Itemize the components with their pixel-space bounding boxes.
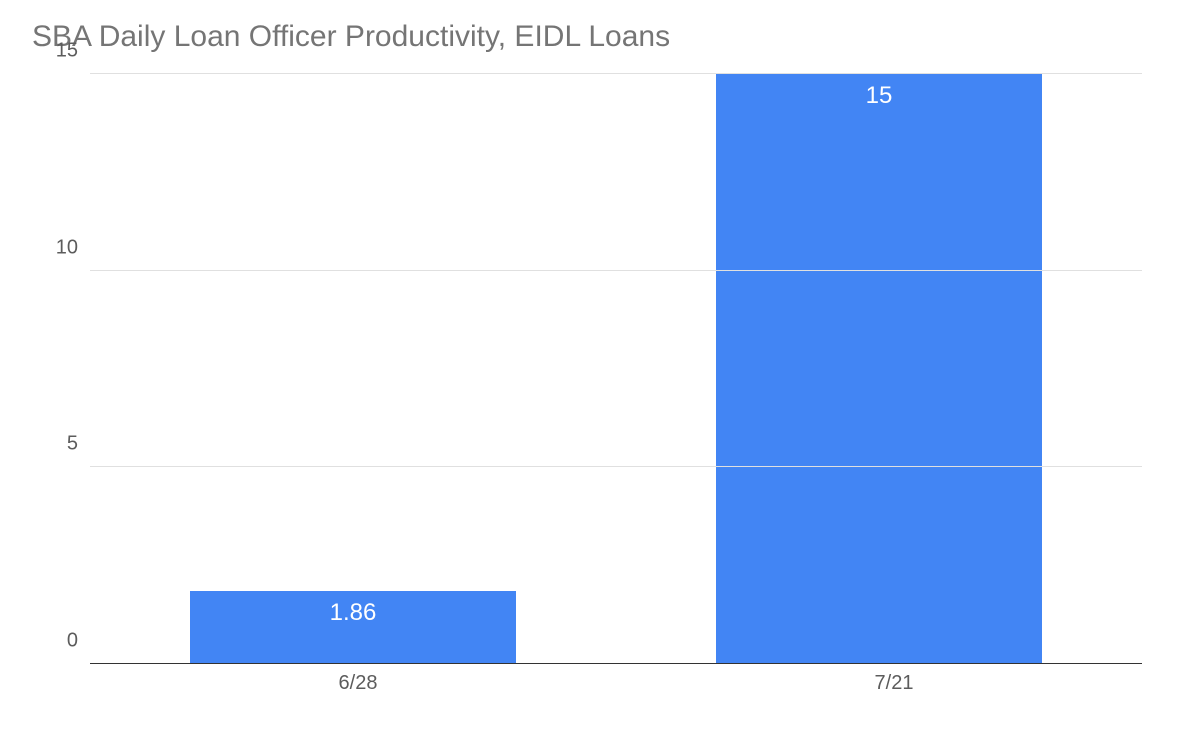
bar-slot: 15	[616, 74, 1142, 664]
y-tick-label: 5	[67, 433, 78, 456]
x-axis: 6/287/21	[90, 664, 1162, 704]
plot-wrap: 0 5 10 15 1.86 15 6/287/21	[30, 64, 1162, 704]
bar-slot: 1.86	[90, 74, 616, 664]
plot-area: 1.86 15 6/287/21	[90, 64, 1162, 704]
x-tick-label: 7/21	[626, 664, 1162, 704]
y-axis: 051015	[30, 64, 90, 704]
bars-region: 1.86 15	[90, 74, 1142, 664]
bar-value-label: 1.86	[190, 599, 516, 627]
chart-container: SBA Daily Loan Officer Productivity, EID…	[0, 0, 1192, 734]
gridline	[90, 270, 1142, 271]
plot-inner: 1.86 15	[90, 74, 1142, 664]
bar: 15	[716, 74, 1042, 664]
x-tick-label: 6/28	[90, 664, 626, 704]
chart-title: SBA Daily Loan Officer Productivity, EID…	[30, 20, 1162, 54]
y-tick-label: 0	[67, 630, 78, 653]
y-tick-label: 15	[56, 40, 78, 63]
y-tick-label: 10	[56, 236, 78, 259]
gridline	[90, 73, 1142, 74]
bar: 1.86	[190, 591, 516, 664]
gridline	[90, 466, 1142, 467]
bar-value-label: 15	[716, 82, 1042, 110]
